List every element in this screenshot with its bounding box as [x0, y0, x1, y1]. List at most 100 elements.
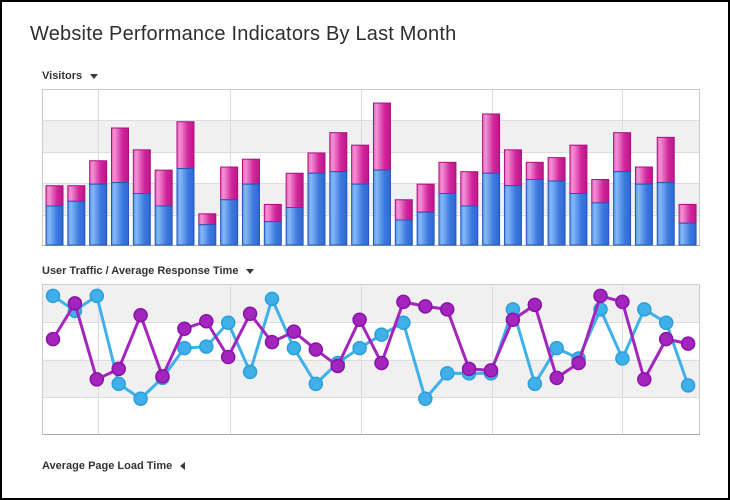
bar-segment-bottom[interactable]: [634, 183, 653, 246]
data-point[interactable]: [111, 361, 126, 377]
bar-segment-top[interactable]: [569, 144, 588, 195]
data-point[interactable]: [67, 296, 83, 311]
bar-segment-top[interactable]: [525, 161, 544, 180]
bar-segment-bottom[interactable]: [525, 178, 544, 246]
data-point[interactable]: [242, 364, 258, 380]
data-point[interactable]: [199, 314, 214, 329]
data-point[interactable]: [45, 288, 61, 304]
data-point[interactable]: [439, 302, 455, 317]
data-point[interactable]: [396, 294, 411, 310]
bar-segment-bottom[interactable]: [89, 183, 108, 246]
bar-segment-top[interactable]: [591, 178, 610, 204]
bar-segment-top[interactable]: [45, 185, 64, 207]
bar-segment-bottom[interactable]: [220, 199, 239, 246]
bar-segment-bottom[interactable]: [132, 193, 151, 246]
data-point[interactable]: [483, 363, 499, 378]
section-header-traffic[interactable]: User Traffic / Average Response Time: [42, 265, 255, 277]
data-point[interactable]: [680, 336, 696, 351]
bar-segment-top[interactable]: [416, 183, 435, 213]
data-point[interactable]: [549, 370, 564, 386]
data-point[interactable]: [615, 294, 630, 310]
bar-segment-top[interactable]: [263, 203, 282, 223]
bar-segment-bottom[interactable]: [591, 202, 610, 246]
bar-segment-top[interactable]: [634, 166, 653, 185]
bar-segment-bottom[interactable]: [307, 172, 326, 246]
bar-segment-top[interactable]: [198, 213, 217, 226]
bar-segment-top[interactable]: [220, 166, 239, 201]
bar-segment-bottom[interactable]: [438, 193, 457, 246]
bar-segment-top[interactable]: [438, 161, 457, 195]
bar-segment-top[interactable]: [132, 149, 151, 195]
data-point[interactable]: [549, 340, 564, 356]
data-point[interactable]: [593, 288, 608, 304]
traffic-response-line-chart[interactable]: [42, 284, 700, 435]
data-point[interactable]: [89, 288, 105, 304]
bar-segment-bottom[interactable]: [241, 183, 260, 246]
data-point[interactable]: [308, 376, 324, 392]
data-point[interactable]: [374, 327, 389, 342]
data-point[interactable]: [177, 321, 192, 336]
bar-segment-bottom[interactable]: [67, 200, 86, 246]
data-point[interactable]: [286, 340, 302, 356]
data-point[interactable]: [527, 376, 543, 392]
bar-segment-bottom[interactable]: [198, 224, 217, 246]
data-point[interactable]: [177, 340, 192, 356]
bar-segment-bottom[interactable]: [45, 205, 64, 246]
data-point[interactable]: [571, 355, 586, 371]
bar-segment-bottom[interactable]: [285, 207, 304, 246]
data-point[interactable]: [658, 331, 674, 347]
bar-segment-top[interactable]: [482, 113, 501, 174]
bar-segment-bottom[interactable]: [569, 193, 588, 246]
bar-segment-bottom[interactable]: [110, 182, 129, 246]
data-point[interactable]: [220, 315, 236, 330]
bar-segment-bottom[interactable]: [613, 171, 632, 246]
data-point[interactable]: [352, 312, 367, 328]
data-point[interactable]: [286, 324, 302, 339]
data-point[interactable]: [89, 372, 105, 387]
data-point[interactable]: [242, 306, 258, 322]
bar-segment-bottom[interactable]: [547, 180, 566, 246]
data-point[interactable]: [418, 391, 433, 406]
bar-segment-top[interactable]: [329, 132, 348, 173]
data-point[interactable]: [658, 315, 674, 330]
bar-segment-top[interactable]: [678, 203, 697, 224]
data-point[interactable]: [264, 334, 280, 350]
bar-segment-bottom[interactable]: [678, 222, 697, 246]
data-point[interactable]: [330, 358, 345, 374]
data-point[interactable]: [418, 299, 433, 314]
bar-segment-top[interactable]: [110, 127, 129, 184]
bar-segment-top[interactable]: [394, 199, 413, 221]
data-point[interactable]: [527, 297, 543, 313]
bar-segment-top[interactable]: [351, 144, 370, 185]
data-point[interactable]: [199, 339, 214, 354]
bar-segment-top[interactable]: [656, 136, 675, 184]
data-point[interactable]: [615, 351, 630, 366]
bar-segment-top[interactable]: [547, 157, 566, 182]
data-point[interactable]: [133, 391, 148, 406]
visitors-bar-chart[interactable]: [42, 89, 700, 246]
bar-segment-top[interactable]: [154, 169, 173, 207]
data-point[interactable]: [133, 308, 148, 323]
bar-segment-bottom[interactable]: [176, 168, 195, 246]
bar-segment-bottom[interactable]: [329, 171, 348, 246]
bar-segment-bottom[interactable]: [263, 221, 282, 246]
bar-segment-bottom[interactable]: [372, 169, 391, 246]
data-point[interactable]: [505, 312, 521, 328]
data-point[interactable]: [45, 331, 61, 347]
bar-segment-top[interactable]: [176, 121, 195, 170]
section-header-load-time[interactable]: Average Page Load Time: [42, 460, 186, 472]
bar-segment-top[interactable]: [241, 158, 260, 185]
bar-segment-bottom[interactable]: [656, 182, 675, 246]
data-point[interactable]: [111, 376, 126, 392]
bar-segment-bottom[interactable]: [503, 185, 522, 246]
data-point[interactable]: [374, 355, 389, 371]
data-point[interactable]: [264, 291, 280, 307]
data-point[interactable]: [308, 342, 324, 357]
bar-segment-top[interactable]: [503, 149, 522, 187]
data-point[interactable]: [155, 369, 170, 384]
data-point[interactable]: [352, 340, 367, 356]
data-point[interactable]: [220, 349, 236, 365]
bar-segment-bottom[interactable]: [394, 219, 413, 246]
data-point[interactable]: [680, 378, 696, 393]
bar-segment-bottom[interactable]: [460, 205, 479, 246]
